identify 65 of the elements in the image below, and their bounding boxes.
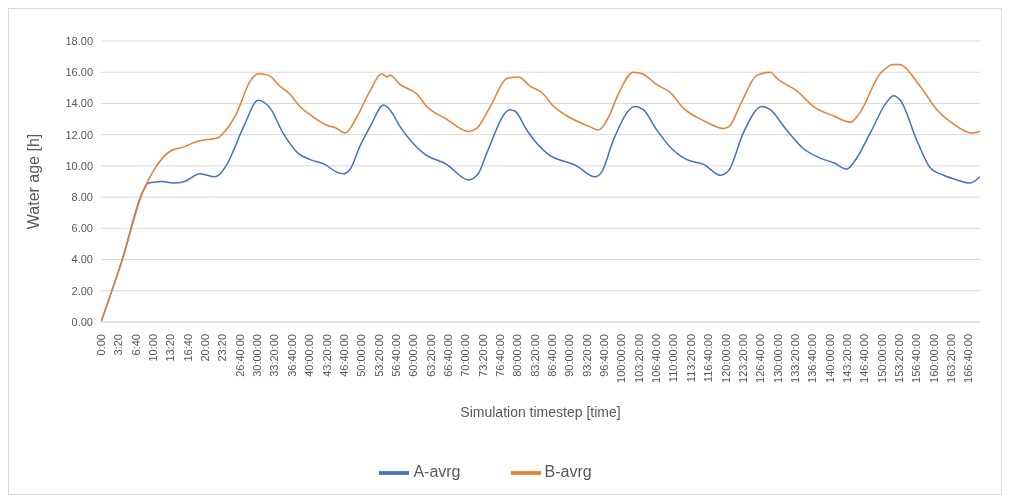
- y-tick-label: 8.00: [71, 191, 93, 204]
- x-tick-label: 113:20:00: [684, 334, 697, 383]
- x-tick-label: 86:40:00: [546, 334, 559, 377]
- legend-label: B-avrg: [544, 463, 592, 481]
- x-tick-label: 163:20:00: [945, 334, 958, 383]
- y-tick-label: 4.00: [71, 253, 93, 266]
- x-tick-label: 13:20: [164, 334, 177, 362]
- x-tick-label: 36:40:00: [285, 334, 298, 377]
- x-tick-label: 33:20:00: [268, 334, 281, 377]
- x-tick-label: 53:20:00: [372, 334, 385, 377]
- x-tick-label: 123:20:00: [736, 334, 749, 383]
- x-tick-label: 43:20:00: [320, 334, 333, 377]
- x-tick-label: 10:00: [147, 334, 160, 362]
- x-tick-label: 73:20:00: [476, 334, 489, 377]
- x-tick-label: 133:20:00: [788, 334, 801, 383]
- x-tick-label: 166:40:00: [962, 334, 975, 383]
- x-tick-label: 90:00:00: [563, 334, 576, 377]
- x-tick-label: 3:20: [112, 334, 125, 356]
- x-tick-label: 46:40:00: [337, 334, 350, 377]
- legend-label: A-avrg: [413, 463, 461, 481]
- x-tick-label: 153:20:00: [892, 334, 905, 383]
- x-tick-label: 80:00:00: [511, 334, 524, 377]
- x-tick-label: 23:20: [216, 334, 229, 362]
- x-tick-label: 60:00:00: [407, 334, 420, 377]
- x-tick-label: 160:00:00: [927, 334, 940, 383]
- x-tick-label: 83:20:00: [528, 334, 541, 377]
- x-tick-label: 100:00:00: [615, 334, 628, 383]
- x-tick-label: 6:40: [129, 334, 142, 356]
- y-tick-label: 2.00: [71, 284, 93, 297]
- x-tick-label: 16:40: [181, 334, 194, 362]
- x-tick-label: 116:40:00: [702, 334, 715, 383]
- x-tick-label: 93:20:00: [580, 334, 593, 377]
- x-tick-label: 50:00:00: [355, 334, 368, 377]
- x-tick-label: 120:00:00: [719, 334, 732, 383]
- y-tick-label: 14.00: [65, 97, 93, 110]
- y-tick-label: 18.00: [65, 34, 93, 47]
- x-tick-label: 126:40:00: [754, 334, 767, 383]
- x-tick-label: 150:00:00: [875, 334, 888, 383]
- x-tick-label: 30:00:00: [251, 334, 264, 377]
- x-tick-label: 63:20:00: [424, 334, 437, 377]
- x-tick-label: 130:00:00: [771, 334, 784, 383]
- x-tick-label: 146:40:00: [858, 334, 871, 383]
- y-tick-label: 12.00: [65, 128, 93, 141]
- y-tick-label: 16.00: [65, 66, 93, 79]
- x-tick-label: 96:40:00: [598, 334, 611, 377]
- x-tick-label: 140:00:00: [823, 334, 836, 383]
- y-axis-title: Water age [h]: [24, 133, 42, 230]
- y-tick-label: 6.00: [71, 222, 93, 235]
- x-tick-label: 103:20:00: [632, 334, 645, 383]
- x-axis-title: Simulation timestep [time]: [460, 404, 621, 420]
- x-tick-label: 70:00:00: [459, 334, 472, 377]
- x-tick-label: 106:40:00: [650, 334, 663, 383]
- x-tick-label: 0:00: [95, 334, 107, 356]
- x-tick-label: 40:00:00: [303, 334, 316, 377]
- x-tick-label: 26:40:00: [233, 334, 246, 377]
- x-tick-label: 76:40:00: [493, 334, 506, 377]
- x-tick-label: 56:40:00: [389, 334, 402, 377]
- x-tick-label: 20:00: [199, 334, 212, 362]
- y-tick-label: 10.00: [65, 159, 93, 172]
- x-tick-label: 136:40:00: [806, 334, 819, 383]
- y-tick-label: 0.00: [71, 315, 93, 328]
- x-tick-label: 143:20:00: [840, 334, 853, 383]
- x-tick-label: 66:40:00: [441, 334, 454, 377]
- x-tick-label: 156:40:00: [910, 334, 923, 383]
- x-tick-label: 110:00:00: [667, 334, 680, 383]
